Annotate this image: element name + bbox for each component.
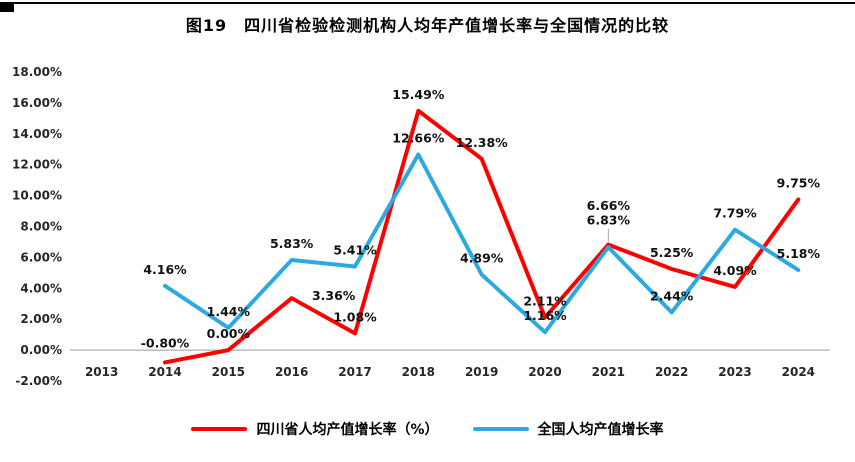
y-axis-tick-label: 18.00%: [12, 65, 62, 79]
chart-title: 图19 四川省检验检测机构人均年产值增长率与全国情况的比较: [185, 16, 670, 35]
y-axis-tick-label: 10.00%: [12, 189, 62, 203]
x-axis-tick-label: 2013: [85, 365, 118, 379]
legend-item-sichuan: 四川省人均产值增长率（%）: [191, 419, 439, 439]
data-label: 2.11%: [523, 294, 567, 309]
legend-label-sichuan: 四川省人均产值增长率（%）: [256, 422, 439, 438]
data-label: 1.44%: [207, 304, 251, 319]
data-label: 0.00%: [207, 326, 251, 341]
data-label: 3.36%: [312, 288, 356, 303]
x-axis-tick-label: 2014: [148, 365, 181, 379]
x-axis-tick-label: 2015: [212, 365, 245, 379]
x-axis-tick-label: 2022: [655, 365, 688, 379]
top-border-line: [0, 2, 855, 4]
y-axis-tick-label: 12.00%: [12, 158, 62, 172]
x-axis-tick-label: 2024: [782, 365, 815, 379]
data-label: 12.66%: [392, 131, 445, 146]
x-axis-tick-label: 2019: [465, 365, 498, 379]
x-axis-tick-label: 2021: [592, 365, 625, 379]
data-label: -0.80%: [141, 335, 190, 350]
y-axis-tick-label: 4.00%: [20, 281, 62, 295]
data-label: 6.66%: [587, 198, 631, 213]
data-label: 5.83%: [270, 236, 314, 251]
y-axis-tick-label: 14.00%: [12, 127, 62, 141]
y-axis-tick-label: 0.00%: [20, 343, 62, 357]
data-label: 2.44%: [650, 288, 694, 303]
top-left-corner-mark: [0, 2, 14, 12]
data-label: 4.09%: [713, 263, 757, 278]
series-line-0: [163, 108, 801, 365]
data-label: 1.08%: [333, 309, 377, 324]
data-label: 5.41%: [333, 243, 377, 258]
data-label: 12.38%: [456, 135, 509, 150]
data-label: 5.18%: [777, 246, 821, 261]
data-label: 6.83%: [587, 213, 631, 228]
data-label: 5.25%: [650, 245, 694, 260]
legend-item-national: 全国人均产值增长率: [472, 419, 664, 439]
x-axis-tick-label: 2020: [528, 365, 561, 379]
chart-legend: 四川省人均产值增长率（%） 全国人均产值增长率: [0, 413, 855, 445]
legend-line-sample-national: [472, 427, 529, 431]
legend-line-sample-sichuan: [191, 427, 248, 431]
x-axis-tick-label: 2018: [402, 365, 435, 379]
y-axis-tick-label: 16.00%: [12, 96, 62, 110]
data-label: 1.16%: [523, 308, 567, 323]
y-axis-tick-label: 8.00%: [20, 220, 62, 234]
y-axis-tick-label: 6.00%: [20, 250, 62, 264]
data-label: 15.49%: [392, 87, 445, 102]
growth-rate-line-chart: 18.00% 16.00% 14.00% 12.00% 10.00% 8.00% 6.00%…: [12, 65, 830, 388]
x-axis-tick-label: 2016: [275, 365, 308, 379]
x-axis-tick-label: 2023: [718, 365, 751, 379]
data-label: 4.89%: [460, 251, 504, 266]
series-line-1: [163, 152, 801, 335]
data-label: 4.16%: [143, 262, 187, 277]
y-axis-tick-label: -2.00%: [15, 374, 62, 388]
data-label: 9.75%: [777, 175, 821, 190]
legend-label-national: 全国人均产值增长率: [537, 422, 664, 438]
y-axis-tick-label: 2.00%: [20, 312, 62, 326]
x-axis-tick-label: 2017: [338, 365, 371, 379]
data-label: 7.79%: [713, 206, 757, 221]
